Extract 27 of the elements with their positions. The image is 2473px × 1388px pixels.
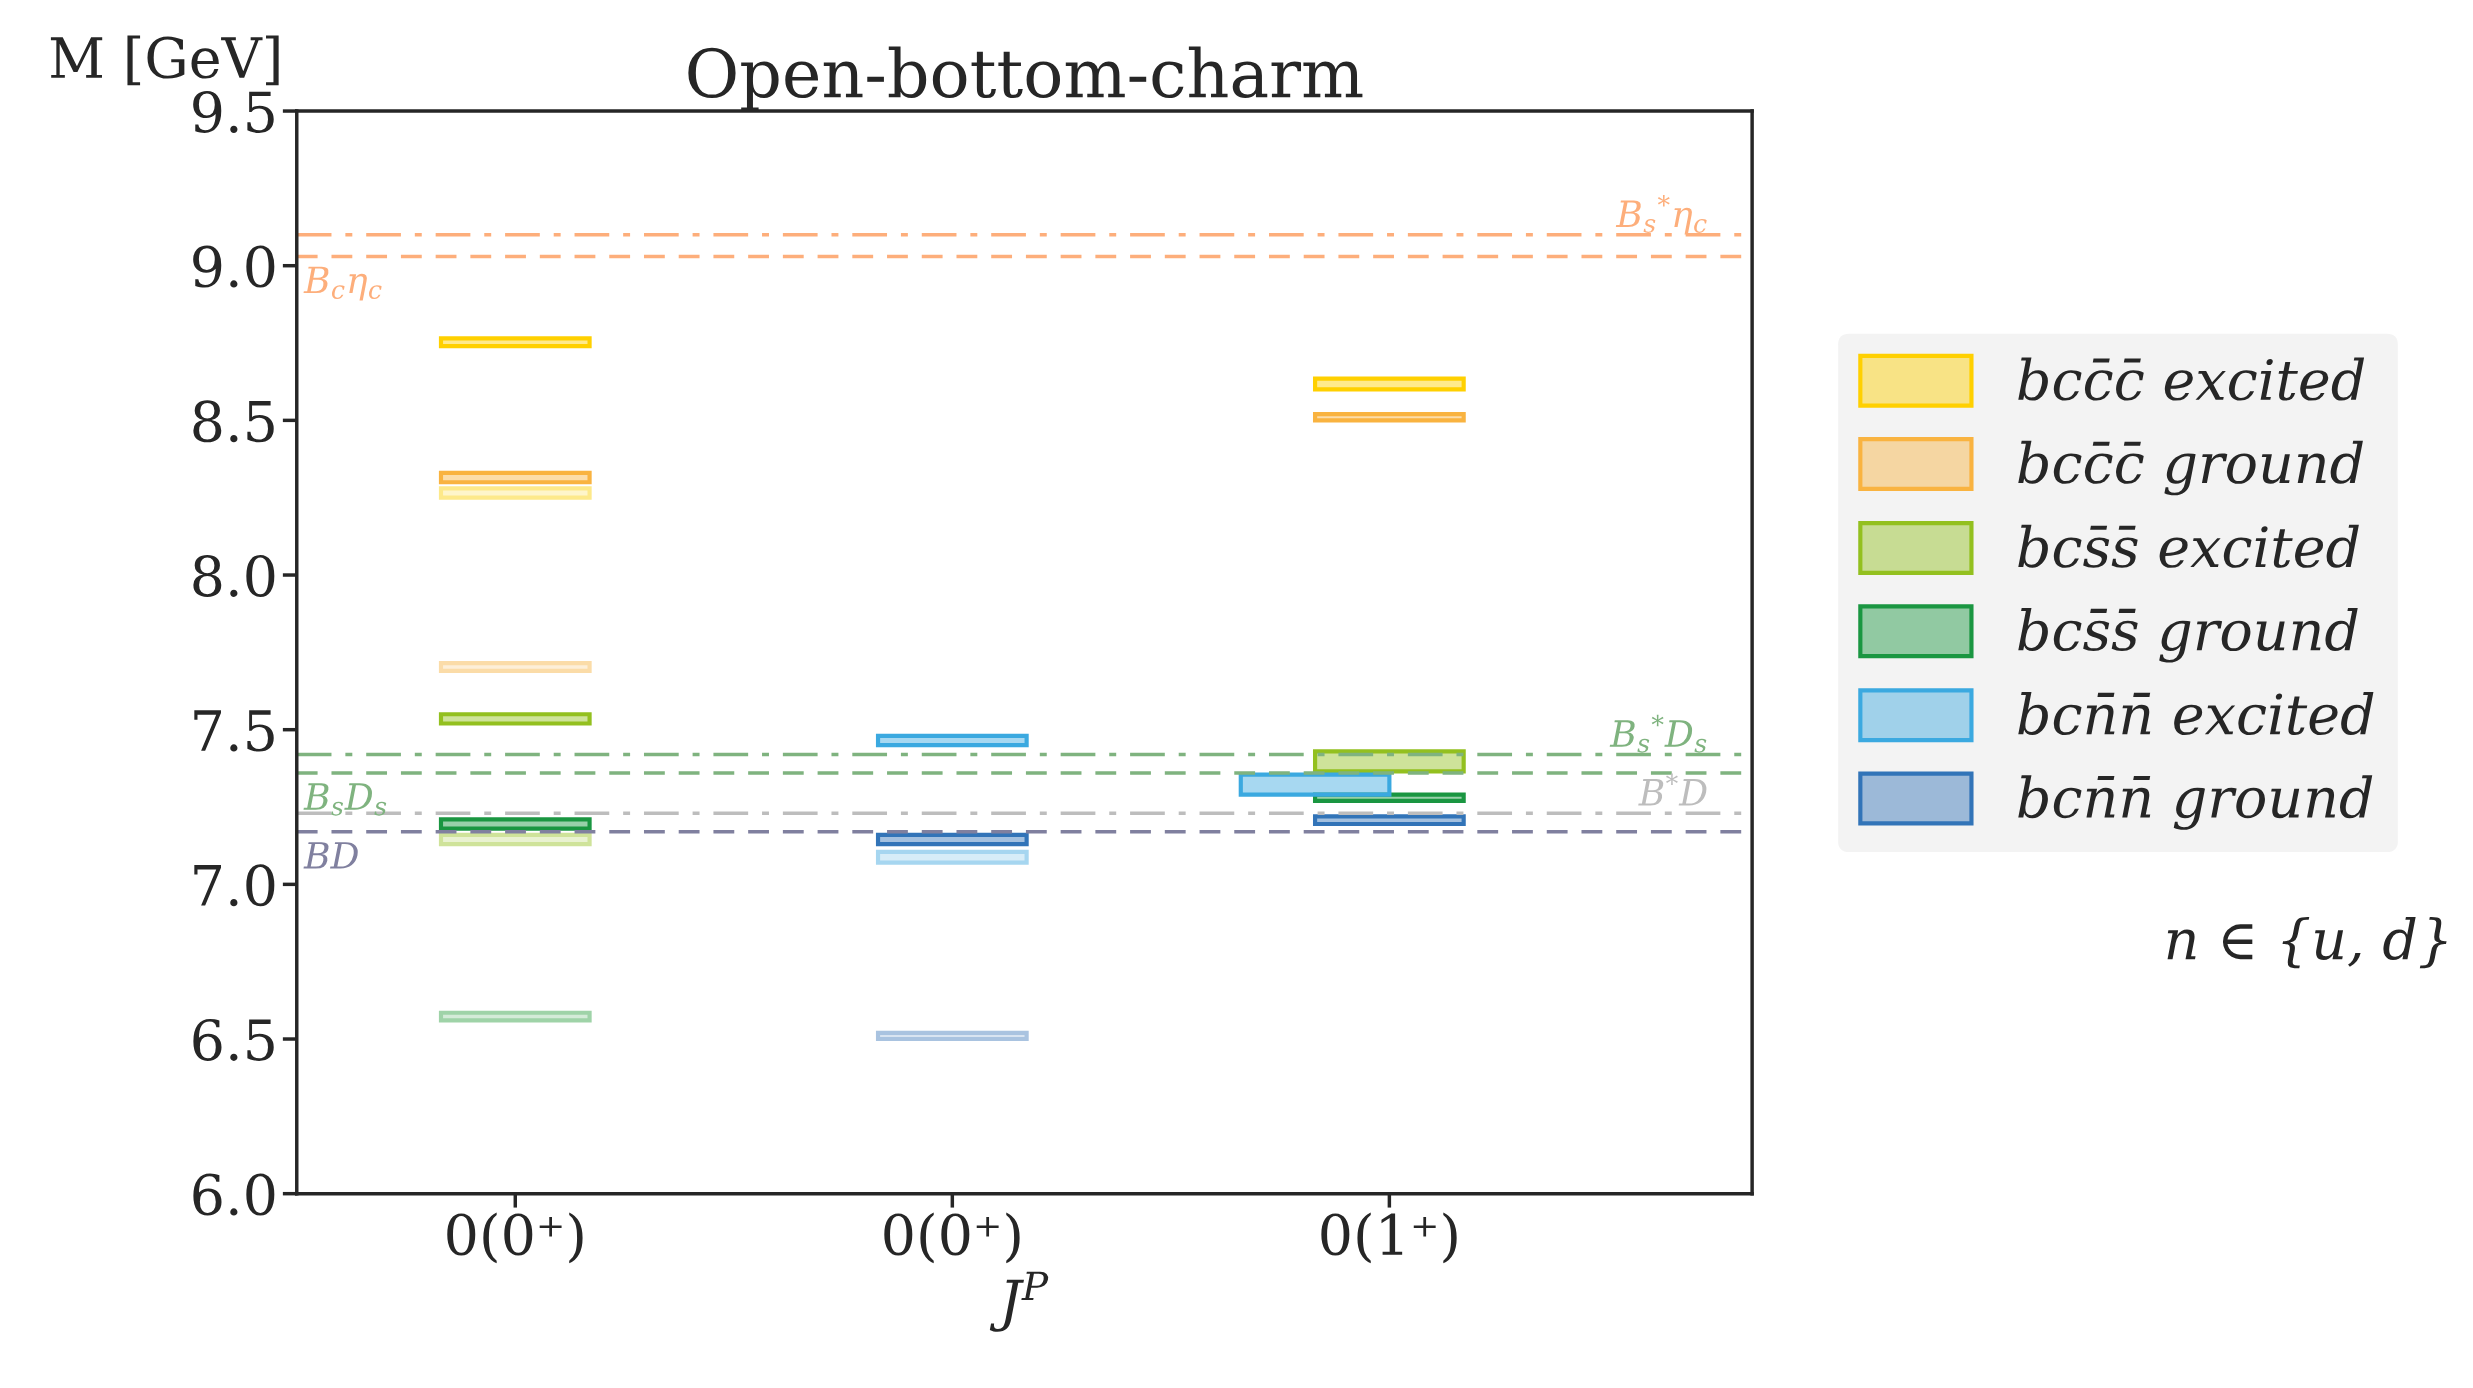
x-tick-label: 0(1⁺) — [1321, 1212, 1457, 1264]
ref-line-label: B$_{s}$$^{*}$D$_{s}$ — [1609, 714, 1707, 753]
y-tick-label: 8.0 — [193, 554, 275, 597]
legend-label: bcc̄c̄ ground — [2018, 440, 2363, 496]
y-axis-title: M [GeV] — [50, 35, 279, 86]
ref-line-label: B$_{c}$η$_{c}$ — [303, 266, 382, 301]
legend-label: bcn̄n̄ ground — [2018, 775, 2373, 830]
y-tick-label: 9.5 — [193, 90, 274, 133]
ref-line-label: B$_{s}$$^{*}$η$_{c}$ — [1615, 195, 1707, 235]
ref-line-label: B$_{s}$D$_{s}$ — [303, 783, 387, 816]
y-tick-label: 8.5 — [193, 400, 274, 443]
ref-line-label: BD — [303, 842, 358, 869]
y-tick-label: 7.0 — [194, 864, 275, 907]
text: n ∈ {u, d} — [2167, 916, 2447, 969]
x-axis-title: J$^{P}$ — [989, 1271, 1049, 1332]
y-tick-label: 7.5 — [194, 710, 274, 752]
legend-label: bcs̄s̄ ground — [2018, 608, 2358, 663]
legend-label: bcs̄s̄ excited — [2018, 524, 2359, 568]
y-tick-label: 6.5 — [193, 1018, 274, 1061]
y-tick-label: 9.0 — [193, 245, 275, 288]
chart-title: Open-bottom-charm — [688, 46, 1363, 112]
y-tick-label: 6.0 — [193, 1173, 275, 1216]
legend-label: bcc̄c̄ excited — [2018, 357, 2365, 401]
legend-label: bcn̄n̄ excited — [2018, 692, 2374, 736]
x-tick-label: 0(0⁺) — [884, 1212, 1020, 1264]
ref-line-label: B$^{*}$D — [1638, 773, 1707, 806]
x-tick-label: 0(0⁺) — [447, 1212, 583, 1264]
